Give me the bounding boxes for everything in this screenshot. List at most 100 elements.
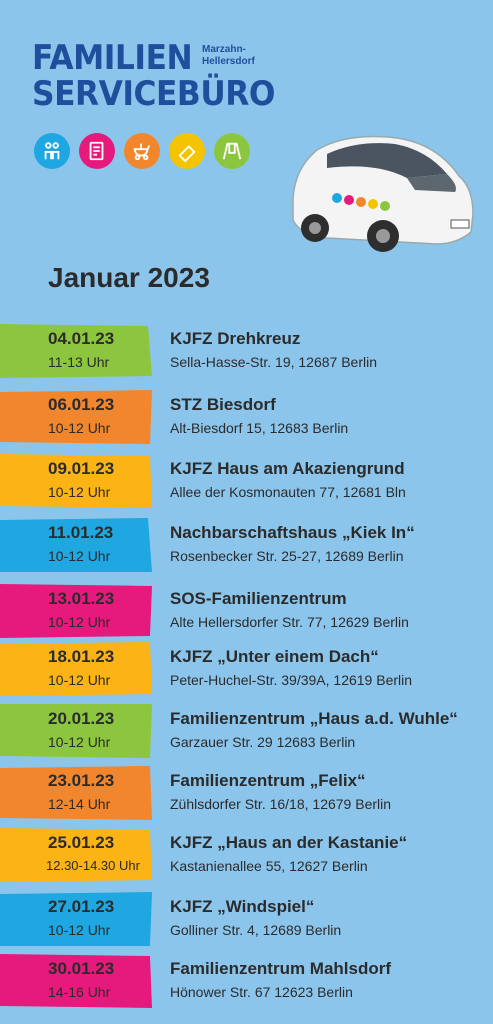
- event-venue: KJFZ „Windspiel“: [170, 897, 315, 916]
- event-venue: KJFZ „Haus an der Kastanie“: [170, 833, 408, 852]
- event-address: Garzauer Str. 29 12683 Berlin: [170, 734, 356, 750]
- event-time: 10-12 Uhr: [48, 922, 111, 938]
- logo-line-1: FAMILIEN: [32, 38, 193, 78]
- event-row: 20.01.23 10-12 Uhr Familienzentrum „Haus…: [0, 704, 493, 758]
- book-icon: [169, 133, 205, 169]
- event-time: 10-12 Uhr: [48, 548, 111, 564]
- event-date: 30.01.23: [48, 959, 115, 978]
- date-tag-text: 11.01.23 10-12 Uhr: [0, 518, 152, 572]
- event-time: 11-13 Uhr: [48, 354, 110, 370]
- event-address: Rosenbecker Str. 25-27, 12689 Berlin: [170, 548, 404, 564]
- event-row: 09.01.23 10-12 Uhr KJFZ Haus am Akazieng…: [0, 454, 493, 508]
- event-address: Hönower Str. 67 12623 Berlin: [170, 984, 353, 1000]
- event-time: 10-12 Uhr: [48, 420, 111, 436]
- date-tag-shape: [0, 766, 152, 820]
- stroller-icon: [124, 133, 160, 169]
- event-time: 12-14 Uhr: [48, 796, 111, 812]
- date-tag-text: 04.01.23 11-13 Uhr: [0, 324, 152, 378]
- event-address: Golliner Str. 4, 12689 Berlin: [170, 922, 342, 938]
- event-time: 10-12 Uhr: [48, 734, 111, 750]
- event-row: 23.01.23 12-14 Uhr Familienzentrum „Feli…: [0, 766, 493, 820]
- logo-district: Marzahn- Hellersdorf: [202, 44, 255, 68]
- date-tag: [0, 454, 152, 508]
- date-tag-shape: [0, 324, 152, 378]
- date-tag: [0, 892, 152, 946]
- event-date: 25.01.23: [48, 833, 115, 852]
- event-date: 11.01.23: [48, 523, 114, 542]
- event-venue: KJFZ Drehkreuz: [170, 329, 301, 348]
- date-tag-shape: [0, 518, 152, 572]
- logo-icon-row: [34, 133, 250, 169]
- event-venue: Nachbarschaftshaus „Kiek In“: [170, 523, 415, 542]
- date-tag: [0, 954, 152, 1008]
- document-icon: [79, 133, 115, 169]
- logo-district-line-2: Hellersdorf: [202, 56, 255, 67]
- date-tag: [0, 766, 152, 820]
- event-row: 27.01.23 10-12 Uhr KJFZ „Windspiel“ Goll…: [0, 892, 493, 946]
- date-tag: [0, 642, 152, 696]
- logo-line-2: SERVICEBÜRO: [32, 74, 276, 114]
- date-tag-text: 25.01.23 12.30-14.30 Uhr: [0, 828, 152, 882]
- event-address: Alte Hellersdorfer Str. 77, 12629 Berlin: [170, 614, 409, 630]
- event-date: 27.01.23: [48, 897, 115, 916]
- date-tag-shape: [0, 704, 152, 758]
- date-tag-shape: [0, 954, 152, 1008]
- event-row: 11.01.23 10-12 Uhr Nachbarschaftshaus „K…: [0, 518, 493, 572]
- date-tag: [0, 390, 152, 444]
- date-tag: [0, 584, 152, 638]
- event-address: Allee der Kosmonauten 77, 12681 Bln: [170, 484, 406, 500]
- date-tag-text: 30.01.23 14-16 Uhr: [0, 954, 152, 1008]
- date-tag-shape: [0, 390, 152, 444]
- event-venue: Familienzentrum Mahlsdorf: [170, 959, 392, 978]
- date-tag: [0, 828, 152, 882]
- date-tag: [0, 518, 152, 572]
- event-date: 09.01.23: [48, 459, 115, 478]
- event-address: Peter-Huchel-Str. 39/39A, 12619 Berlin: [170, 672, 413, 688]
- event-date: 13.01.23: [48, 589, 115, 608]
- family-icon: [34, 133, 70, 169]
- event-date: 18.01.23: [48, 647, 115, 666]
- date-tag-text: 23.01.23 12-14 Uhr: [0, 766, 152, 820]
- swing-icon: [214, 133, 250, 169]
- event-row: 25.01.23 12.30-14.30 Uhr KJFZ „Haus an d…: [0, 828, 493, 882]
- event-address: Sella-Hasse-Str. 19, 12687 Berlin: [170, 354, 377, 370]
- date-tag-text: 09.01.23 10-12 Uhr: [0, 454, 152, 508]
- event-address: Zühlsdorfer Str. 16/18, 12679 Berlin: [170, 796, 392, 812]
- event-row: 06.01.23 10-12 Uhr STZ Biesdorf Alt-Bies…: [0, 390, 493, 444]
- date-tag: [0, 324, 152, 378]
- event-venue: Familienzentrum „Felix“: [170, 771, 366, 790]
- logo: FAMILIEN SERVICEBÜRO Marzahn- Hellersdor…: [32, 40, 296, 112]
- event-row: 04.01.23 11-13 Uhr KJFZ Drehkreuz Sella-…: [0, 324, 493, 378]
- date-tag-text: 06.01.23 10-12 Uhr: [0, 390, 152, 444]
- date-tag-text: 27.01.23 10-12 Uhr: [0, 892, 152, 946]
- event-row: 18.01.23 10-12 Uhr KJFZ „Unter einem Dac…: [0, 642, 493, 696]
- date-tag-text: 18.01.23 10-12 Uhr: [0, 642, 152, 696]
- event-row: 30.01.23 14-16 Uhr Familienzentrum Mahls…: [0, 954, 493, 1008]
- month-title: Januar 2023: [48, 262, 210, 293]
- event-venue: KJFZ Haus am Akaziengrund: [170, 459, 405, 478]
- event-time: 10-12 Uhr: [48, 614, 111, 630]
- event-address: Kastanienallee 55, 12627 Berlin: [170, 858, 368, 874]
- date-tag-shape: [0, 892, 152, 946]
- logo-district-line-1: Marzahn-: [202, 44, 246, 55]
- event-time: 10-12 Uhr: [48, 484, 111, 500]
- event-time: 12.30-14.30 Uhr: [46, 858, 140, 873]
- date-tag-shape: [0, 828, 152, 882]
- event-date: 06.01.23: [48, 395, 115, 414]
- event-date: 20.01.23: [48, 709, 115, 728]
- event-row: 13.01.23 10-12 Uhr SOS-Familienzentrum A…: [0, 584, 493, 638]
- event-date: 23.01.23: [48, 771, 115, 790]
- date-tag-text: 20.01.23 10-12 Uhr: [0, 704, 152, 758]
- event-venue: Familienzentrum „Haus a.d. Wuhle“: [170, 709, 458, 728]
- event-date: 04.01.23: [48, 329, 115, 348]
- date-tag-shape: [0, 454, 152, 508]
- event-venue: KJFZ „Unter einem Dach“: [170, 647, 379, 666]
- car-image: [292, 135, 474, 252]
- event-venue: SOS-Familienzentrum: [170, 589, 347, 608]
- date-tag-text: 13.01.23 10-12 Uhr: [0, 584, 152, 638]
- event-time: 10-12 Uhr: [48, 672, 111, 688]
- date-tag-shape: [0, 642, 152, 696]
- date-tag: [0, 704, 152, 758]
- event-time: 14-16 Uhr: [48, 984, 111, 1000]
- date-tag-shape: [0, 584, 152, 638]
